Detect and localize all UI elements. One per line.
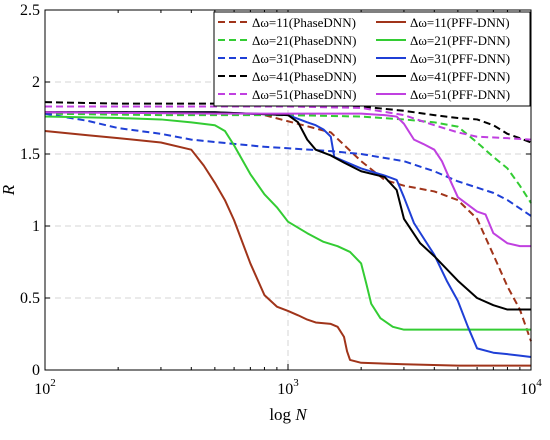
legend-box (213, 11, 531, 107)
series-line (44, 112, 532, 217)
y-tick-label: 2 (32, 74, 40, 91)
series-line (44, 115, 531, 331)
legend-label: Δω=11(PFF-DNN) (410, 15, 510, 30)
y-tick-label: 0 (32, 362, 40, 379)
y-tick-label: 0.5 (20, 290, 40, 307)
legend-label: Δω=11(PhaseDNN) (252, 15, 356, 30)
legend-label: Δω=31(PFF-DNN) (410, 51, 510, 66)
legend-label: Δω=51(PhaseDNN) (252, 87, 356, 102)
legend-label: Δω=31(PhaseDNN) (252, 51, 356, 66)
y-tick-label: 2.5 (20, 2, 40, 19)
series-line (44, 129, 531, 367)
legend-label: Δω=21(PFF-DNN) (410, 33, 510, 48)
y-axis-label: R (0, 184, 18, 196)
series-line (45, 111, 531, 311)
y-tick-label: 1.5 (20, 146, 40, 163)
x-tick-label: 102 (34, 377, 56, 398)
series-line (44, 111, 531, 248)
series-line (45, 111, 532, 359)
legend-label: Δω=51(PFF-DNN) (410, 87, 510, 102)
legend-label: Δω=41(PFF-DNN) (410, 69, 510, 84)
x-tick-label: 104 (520, 377, 542, 398)
legend-label: Δω=41(PhaseDNN) (252, 69, 356, 84)
legend-label: Δω=21(PhaseDNN) (252, 33, 356, 48)
legend: Δω=11(PhaseDNN) Δω=21(PhaseDNN) Δω=31(Phas… (213, 11, 531, 107)
x-tick-label: 103 (277, 377, 299, 398)
axis-ticks: 0 0.5 1 1.5 2 2.5 102 103 104 (20, 2, 542, 398)
x-axis-label: log N (269, 405, 308, 424)
y-tick-label: 1 (32, 218, 40, 235)
